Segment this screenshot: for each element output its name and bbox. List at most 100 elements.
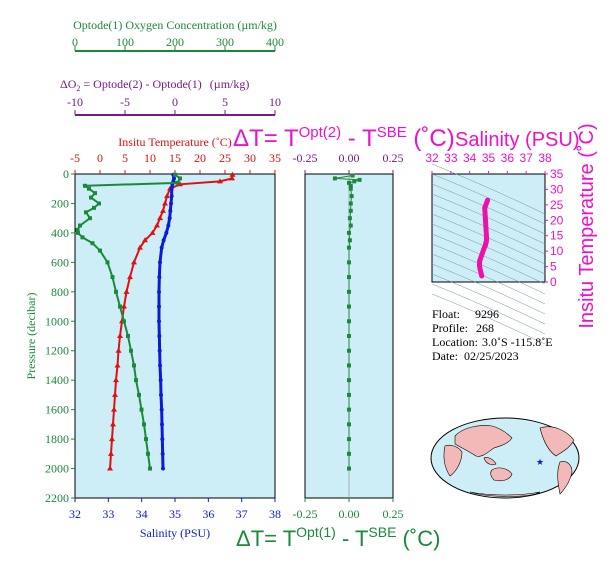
salinity-tick-label: 37 — [236, 507, 248, 521]
temperature-point — [113, 377, 119, 383]
oxygen-tick-label: 300 — [216, 35, 234, 49]
oxygen-point — [75, 227, 80, 232]
temperature-tick-label: 35 — [269, 151, 281, 165]
temperature-point — [154, 222, 160, 228]
delta-t-point — [347, 466, 351, 471]
oxygen-point — [92, 205, 96, 210]
temperature-point — [162, 200, 168, 206]
oxygen-point — [114, 289, 118, 294]
temperature-point — [142, 237, 148, 243]
oxygen-tick-label: 200 — [166, 35, 184, 49]
delta-t-point — [347, 363, 351, 368]
ts-contour-line — [431, 243, 546, 295]
oxygen-point — [146, 451, 150, 456]
delta-t-bottom-label: ΔT= TOpt(1) - TSBE (˚C) — [236, 524, 440, 551]
delta-t-point — [347, 289, 351, 294]
oxygen-point — [118, 304, 122, 309]
temperature-point — [157, 215, 163, 221]
delta-t-point — [347, 319, 351, 324]
oxygen-point — [126, 334, 130, 338]
ts-x-tick-label: 33 — [444, 151, 458, 165]
map-landmass-se-asia — [483, 457, 497, 466]
delta-t-point — [357, 177, 362, 182]
salinity-point — [159, 392, 163, 397]
delta-t-point — [347, 422, 351, 427]
delta-t-point — [347, 230, 351, 235]
temperature-point — [217, 178, 223, 184]
oxygen-axis: Optode(1) Oxygen Concentration (µm/kg) 0… — [72, 18, 284, 52]
temperature-point — [127, 274, 133, 280]
salinity-point — [157, 334, 162, 338]
temperature-tick-label: 0 — [97, 151, 103, 165]
location-value: 3.0˚S -115.8˚E — [482, 335, 553, 349]
pressure-tick-label: 1400 — [45, 373, 69, 387]
salinity-point — [157, 348, 162, 353]
ts-y-tick-label: 20 — [550, 213, 564, 227]
delta-t-series — [332, 173, 362, 471]
salinity-point — [158, 378, 163, 383]
delta-t-top-tick-label: 0.25 — [383, 151, 404, 165]
ts-contour-line — [431, 263, 546, 315]
ts-x-tick-label: 36 — [501, 151, 515, 165]
temperature-point — [112, 391, 118, 397]
ts-contour-line — [431, 293, 546, 345]
salinity-point — [158, 363, 162, 368]
salinity-point — [157, 319, 161, 324]
ts-point — [481, 247, 487, 253]
salinity-point — [166, 223, 171, 228]
delta-t-top-label: ΔT= TOpt(2) - TSBE (˚C) — [233, 124, 455, 152]
delta-t-point — [348, 208, 353, 213]
oxygen-point — [76, 230, 80, 235]
temperature-tick-label: 5 — [122, 151, 128, 165]
delta-t-bottom-tick-label: 0.25 — [383, 507, 404, 521]
oxygen-point — [78, 223, 82, 228]
salinity-tick-label: 36 — [202, 507, 214, 521]
delta-t-point — [349, 194, 354, 199]
pressure-axis-label: Pressure (decibar) — [24, 293, 38, 380]
delta-t-point — [347, 378, 351, 383]
oxygen-point — [122, 319, 126, 324]
date-value: 02/25/2023 — [464, 349, 519, 363]
delta-o2-axis-label: ΔO2 = Optode(2) - Optode(1) (µm/kg) — [60, 77, 249, 93]
ts-point — [485, 197, 491, 203]
ts-y-tick-label: 25 — [550, 198, 564, 212]
ts-point — [482, 205, 488, 211]
ts-x-tick-label: 34 — [463, 151, 477, 165]
ts-y-tick-label: 5 — [550, 260, 557, 274]
delta-o2-tick-label: -10 — [67, 95, 83, 109]
temperature-tick-label: 20 — [194, 151, 206, 165]
delta-t-point — [347, 245, 351, 250]
pressure-tick-label: 200 — [51, 196, 69, 210]
delta-t-point — [332, 176, 337, 181]
pressure-tick-label: 600 — [51, 255, 69, 269]
salinity-point — [157, 289, 161, 294]
oxygen-point — [105, 260, 110, 265]
salinity-point — [159, 245, 164, 250]
ts-y-axis-label: Insitu Temperature (˚C) — [576, 123, 598, 328]
salinity-point — [164, 230, 169, 235]
temperature-point — [107, 465, 113, 471]
world-map-inset: ★ — [430, 417, 580, 499]
oxygen-point — [148, 466, 152, 471]
delta-t-point — [347, 216, 352, 221]
delta-o2-tick-label: 0 — [172, 95, 178, 109]
temperature-point — [109, 436, 115, 442]
temperature-point — [123, 288, 130, 294]
salinity-point — [169, 194, 174, 199]
temperature-axis-label: Insitu Temperature (˚C) — [118, 135, 232, 149]
oxygen-point — [173, 172, 177, 177]
delta-t-point — [347, 392, 351, 397]
temperature-point — [121, 303, 127, 309]
pressure-tick-label: 1800 — [45, 432, 69, 446]
location-label: Location: — [432, 335, 478, 349]
ts-contour-line — [431, 233, 546, 285]
ts-x-axis-label: Salinity (PSU) — [455, 129, 579, 151]
profile-panel — [74, 173, 276, 499]
delta-t-point — [347, 451, 351, 456]
ts-y-tick-label: 0 — [550, 275, 557, 289]
oxygen-point — [98, 248, 102, 253]
oxygen-point — [93, 191, 97, 196]
ts-point — [478, 254, 484, 260]
float-label: Float: — [432, 307, 460, 321]
